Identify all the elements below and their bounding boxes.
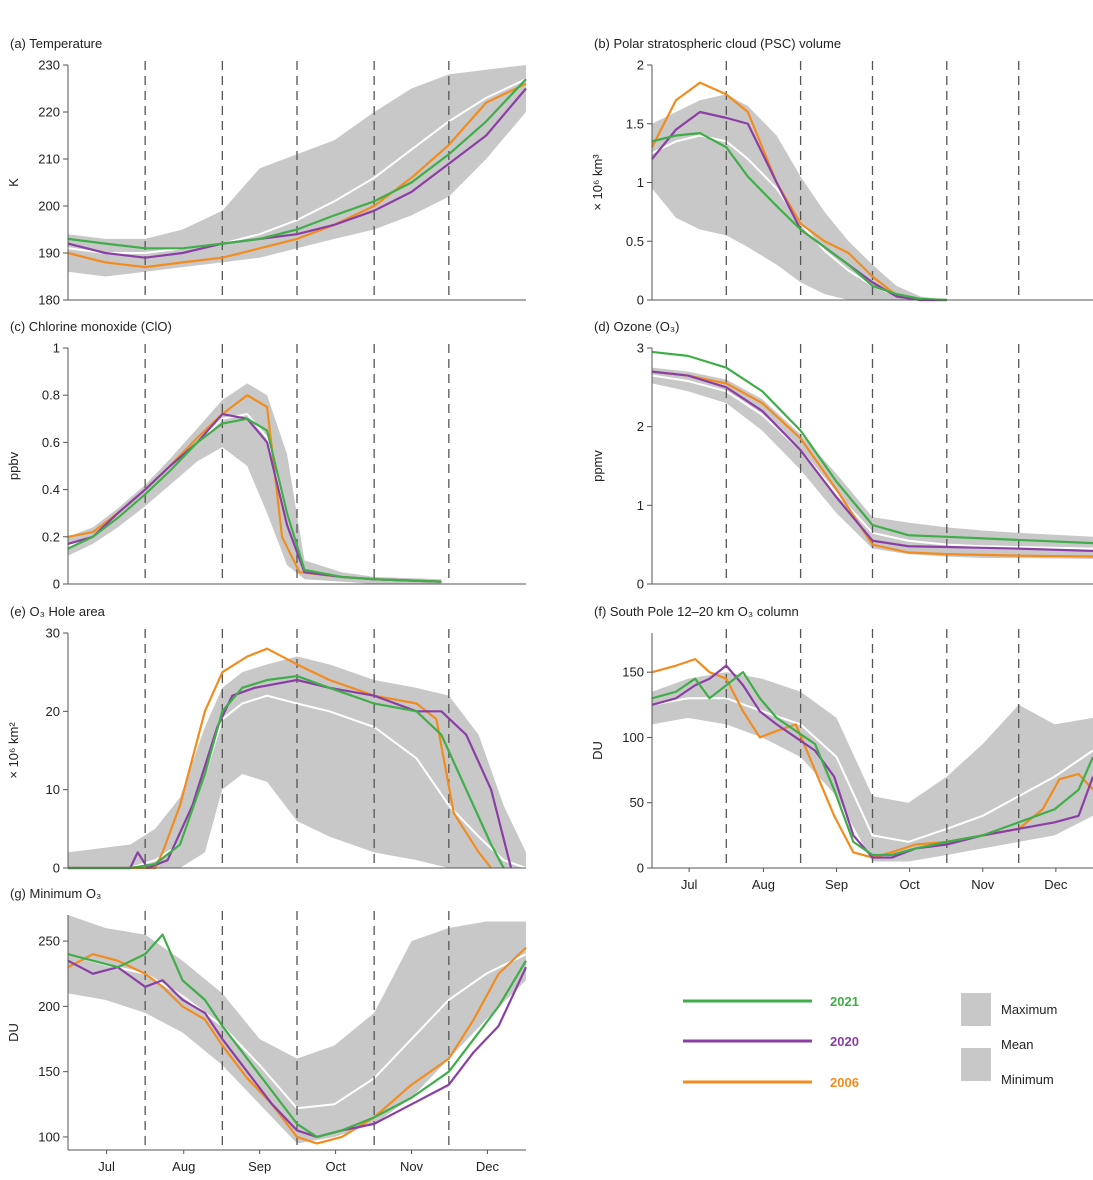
panel-c: (c) Chlorine monoxide (ClO) 0 0.2 0.4 0.6 0.8… (6, 319, 526, 592)
y-tick-label: 0.5 (626, 234, 644, 249)
series-line-2006 (68, 647, 493, 870)
envelope-band (68, 915, 526, 1144)
y-tick-label: 0 (53, 861, 60, 876)
panel-f: (f) South Pole 12–20 km O₃ column 0 50 100 1… (590, 604, 1093, 892)
y-tick-label: 230 (38, 58, 60, 73)
panel-e: (e) O₃ Hole area 0 10 20 30 × 10⁶ km² (6, 604, 527, 876)
y-tick-label: 20 (46, 704, 60, 719)
panel-d: (d) Ozone (O₃) 0 1 2 3 ppmv (590, 319, 1093, 592)
y-tick-label: 3 (637, 341, 644, 356)
envelope-band (652, 94, 947, 300)
y-tick-label: 210 (38, 152, 60, 167)
series-line-2021 (67, 78, 527, 250)
panel-title: (g) Minimum O₃ (10, 886, 101, 901)
mean-line (68, 694, 527, 869)
x-tick-label: Sep (248, 1159, 271, 1174)
x-tick-label: Sep (825, 877, 848, 892)
panel-a: (a) Temperature 180 190 200 210 220 230 K (6, 36, 527, 308)
x-tick-label: Jul (98, 1159, 115, 1174)
y-tick-label: 0.4 (42, 482, 60, 497)
envelope-band (652, 672, 1093, 862)
y-tick-label: 0.8 (42, 388, 60, 403)
panel-title: (d) Ozone (O₃) (594, 319, 679, 334)
y-tick-label: 0 (637, 861, 644, 876)
panel-g: (g) Minimum O₃ 100 150 200 250 DU Jul Aug Sep Oct… (6, 886, 527, 1174)
series-line-2021 (651, 350, 1093, 545)
y-tick-label: 1 (53, 341, 60, 356)
y-tick-label: 1 (637, 175, 644, 190)
y-axis-label: ppbv (6, 451, 21, 480)
x-tick-label: Nov (971, 877, 995, 892)
panel-title: (a) Temperature (10, 36, 102, 51)
y-tick-label: 250 (38, 934, 60, 949)
y-tick-label: 0 (53, 577, 60, 592)
y-tick-label: 2 (637, 419, 644, 434)
x-tick-label: Aug (752, 877, 775, 892)
legend-label-2006: 2006 (830, 1075, 859, 1090)
y-tick-label: 180 (38, 293, 60, 308)
y-tick-label: 150 (622, 665, 644, 680)
y-axis-label: × 10⁶ km³ (590, 154, 605, 211)
x-tick-label: Nov (400, 1159, 424, 1174)
y-axis-label: DU (6, 1023, 21, 1042)
series-line-2021 (651, 132, 947, 302)
series-line-2021 (67, 417, 442, 583)
panel-title: (f) South Pole 12–20 km O₃ column (594, 604, 799, 619)
y-tick-label: 50 (630, 795, 644, 810)
y-axis-label: DU (590, 741, 605, 760)
y-axis-label: ppmv (590, 450, 605, 482)
panel-b: (b) Polar stratospheric cloud (PSC) volu… (590, 36, 1093, 308)
y-tick-label: 2 (637, 58, 644, 73)
panel-title: (e) O₃ Hole area (10, 604, 106, 619)
legend-label-mean: Mean (1001, 1037, 1034, 1052)
y-axis-label: K (6, 178, 21, 187)
series-line-2021 (651, 671, 1093, 857)
y-tick-label: 0.2 (42, 529, 60, 544)
x-tick-label: Oct (325, 1159, 346, 1174)
x-tick-label: Aug (172, 1159, 195, 1174)
series-line-2020 (67, 87, 527, 259)
y-tick-label: 0.6 (42, 435, 60, 450)
legend-label-2021: 2021 (830, 994, 859, 1009)
legend-label-maximum: Maximum (1001, 1002, 1057, 1017)
y-tick-label: 200 (38, 999, 60, 1014)
y-tick-label: 1 (637, 498, 644, 513)
series-line-2021 (67, 933, 527, 1139)
series-line-2020 (651, 664, 1093, 859)
series-line-2020 (651, 370, 1093, 553)
mean-line (651, 374, 1093, 550)
legend-label-2020: 2020 (830, 1034, 859, 1049)
panel-title: (b) Polar stratospheric cloud (PSC) volu… (594, 36, 841, 51)
legend-envelope-min (961, 1048, 991, 1081)
legend: 2021 2020 2006 Maximum Mean Minimum (683, 993, 1057, 1090)
x-tick-label: Jul (681, 877, 698, 892)
y-axis-label: × 10⁶ km² (6, 722, 21, 779)
series-line-2021 (68, 674, 505, 870)
y-tick-label: 150 (38, 1064, 60, 1079)
y-tick-label: 10 (46, 782, 60, 797)
x-tick-label: Oct (900, 877, 921, 892)
series-line-2006 (651, 370, 1093, 558)
y-tick-label: 100 (622, 730, 644, 745)
envelope-band (68, 656, 526, 868)
legend-label-minimum: Minimum (1001, 1072, 1054, 1087)
panel-title: (c) Chlorine monoxide (ClO) (10, 319, 172, 334)
series-line-2006 (67, 82, 527, 269)
y-tick-label: 200 (38, 199, 60, 214)
x-tick-label: Dec (476, 1159, 500, 1174)
y-tick-label: 0 (637, 577, 644, 592)
envelope-band (68, 383, 442, 584)
y-tick-label: 30 (46, 626, 60, 641)
y-tick-label: 190 (38, 246, 60, 261)
y-tick-label: 0 (637, 293, 644, 308)
legend-envelope-max (961, 993, 991, 1026)
y-tick-label: 100 (38, 1129, 60, 1144)
x-tick-label: Dec (1044, 877, 1068, 892)
series-line-2020 (67, 959, 527, 1139)
y-tick-label: 1.5 (626, 116, 644, 131)
y-tick-label: 220 (38, 105, 60, 120)
series-line-2020 (68, 678, 513, 870)
